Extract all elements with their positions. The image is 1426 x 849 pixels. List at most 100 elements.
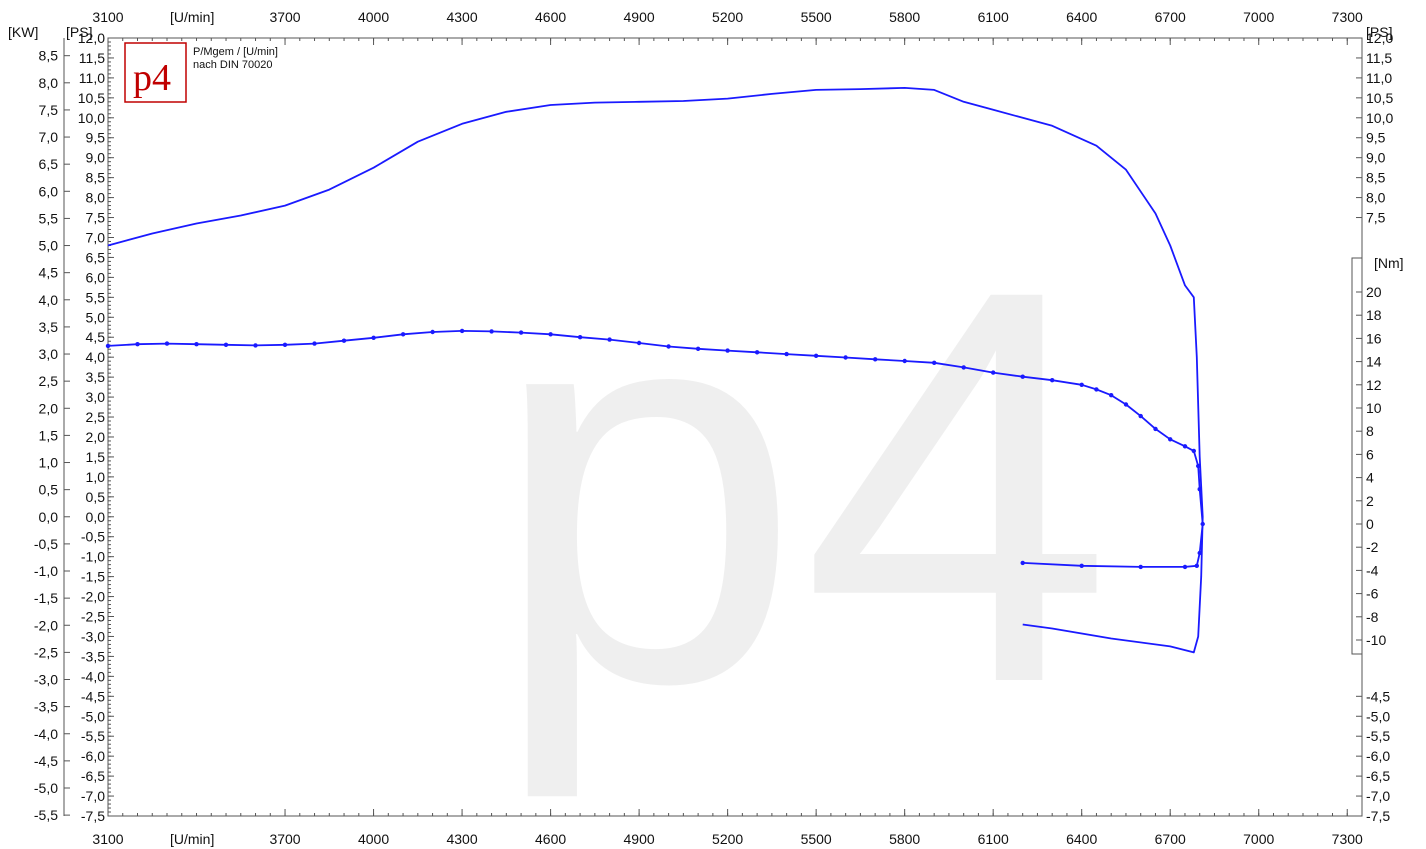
kw-tick-label: 8,5 (39, 48, 59, 64)
ps-tick-label-left: 3,0 (86, 389, 106, 405)
torque-curve-point (1109, 393, 1114, 398)
kw-tick-label: -5,0 (34, 780, 58, 796)
nm-tick-label: -10 (1366, 632, 1386, 648)
torque-curve-point (695, 346, 701, 351)
ps-tick-label-left: -6,0 (81, 748, 105, 764)
torque-curve-point (577, 335, 583, 340)
torque-curve-point (784, 351, 789, 357)
torque-curve-point (1182, 444, 1188, 449)
nm-tick-label: -2 (1366, 539, 1379, 555)
torque-curve-point (1200, 521, 1205, 527)
torque-curve-point (223, 342, 229, 347)
ps-tick-label-left: 1,5 (86, 449, 106, 465)
kw-tick-label: 4,5 (39, 265, 59, 281)
torque-curve-point (1168, 437, 1173, 442)
power-curve-line (107, 87, 1204, 654)
kw-tick-label: -3,5 (34, 699, 58, 715)
ps-tick-label-left: -2,5 (81, 609, 105, 625)
kw-tick-label: -4,5 (34, 753, 58, 769)
x-tick-label-top: 3100 (92, 9, 123, 25)
kw-tick-label: -1,0 (34, 563, 58, 579)
logo-text: p4 (133, 57, 171, 99)
x-tick-label-top: 4300 (446, 9, 477, 25)
torque-curve-point (843, 355, 848, 360)
torque-curve-point (164, 341, 170, 346)
torque-curve-point (1138, 413, 1143, 419)
torque-curve-point (991, 370, 996, 375)
ps-tick-label-left: -3,0 (81, 628, 105, 644)
x-tick-label-top: 3700 (269, 9, 300, 25)
x-tick-label-top: 6400 (1066, 9, 1097, 25)
ps-tick-label-left: 8,5 (86, 170, 106, 186)
kw-tick-label: 1,5 (39, 427, 59, 443)
right-nm-unit-label: [Nm] (1374, 255, 1404, 271)
x-tick-label-bottom: 4000 (358, 831, 389, 847)
ps-tick-label-left: 4,0 (86, 349, 106, 365)
ps-tick-label-left: -1,0 (81, 549, 105, 565)
kw-tick-label: -0,5 (34, 536, 58, 552)
kw-tick-label: 7,0 (39, 129, 59, 145)
torque-curve-point (1194, 563, 1200, 568)
kw-tick-label: 1,0 (39, 455, 59, 471)
torque-curve-point (1050, 378, 1055, 383)
ps-tick-label-left: 1,0 (86, 469, 106, 485)
ps-tick-label-right: -6,0 (1366, 748, 1390, 764)
x-tick-label-top: 5800 (889, 9, 920, 25)
x-tick-label-top: 7300 (1332, 9, 1363, 25)
ps-tick-label-left: -2,0 (81, 589, 105, 605)
torque-curve-point (489, 329, 494, 334)
torque-curve-point (371, 335, 376, 340)
kw-tick-label: 2,5 (39, 373, 59, 389)
axis-tick-labels: 3100310037003700400040004300430046004600… (34, 9, 1394, 847)
x-tick-label-bottom: 4900 (624, 831, 655, 847)
kw-tick-label: 5,0 (39, 238, 59, 254)
series-layer (105, 87, 1205, 654)
x-tick-label-bottom: 6700 (1155, 831, 1186, 847)
torque-curve-point (1191, 448, 1197, 454)
ps-tick-label-left: -7,0 (81, 788, 105, 804)
ps-tick-label-left: -5,5 (81, 728, 105, 744)
kw-tick-label: 3,5 (39, 319, 59, 335)
nm-tick-label: 16 (1366, 330, 1382, 346)
ps-tick-label-right: 9,0 (1366, 150, 1386, 166)
x-tick-label-top: 5500 (801, 9, 832, 25)
torque-curve-point (1197, 550, 1202, 556)
nm-tick-label: -8 (1366, 609, 1379, 625)
ps-tick-label-left: 0,0 (86, 509, 106, 525)
legend-note-line2: nach DIN 70020 (193, 59, 273, 71)
nm-tick-label: 14 (1366, 354, 1382, 370)
ps-tick-label-left: -1,5 (81, 569, 105, 585)
torque-curve-point (1197, 487, 1202, 492)
ps-tick-label-left: -4,0 (81, 668, 105, 684)
kw-tick-label: 5,5 (39, 210, 59, 226)
torque-curve-point (312, 341, 317, 346)
ps-tick-label-left: 11,0 (79, 70, 105, 86)
torque-curve-point (459, 328, 465, 334)
ps-tick-label-right: 10,5 (1366, 90, 1393, 106)
torque-curve-point (754, 350, 760, 355)
ps-tick-label-right: 11,0 (1366, 70, 1392, 86)
torque-curve-point (282, 342, 288, 347)
ps-tick-label-left: 8,0 (86, 190, 106, 206)
nm-tick-label: 18 (1366, 307, 1382, 323)
torque-curve-point (430, 329, 435, 335)
ps-tick-label-right: -6,5 (1366, 768, 1390, 784)
ps-tick-label-left: 6,0 (86, 269, 106, 285)
ps-tick-label-right: 8,5 (1366, 170, 1386, 186)
torque-curve-point (607, 337, 612, 342)
torque-curve-point (1020, 560, 1025, 566)
nm-tick-label: 2 (1366, 493, 1374, 509)
torque-curve-point (1079, 563, 1084, 568)
torque-curve-point (1079, 382, 1084, 387)
x-tick-label-top: 4900 (624, 9, 655, 25)
torque-curve-point (194, 342, 199, 347)
left-ps-unit-label: [PS] (66, 24, 92, 40)
ps-tick-label-left: 9,0 (86, 150, 106, 166)
nm-tick-label: 20 (1366, 284, 1382, 300)
ps-tick-label-left: 5,0 (86, 309, 106, 325)
x-unit-label-bottom: [U/min] (170, 831, 214, 847)
nm-axis-bracket (1351, 257, 1363, 655)
kw-tick-label: -2,5 (34, 644, 58, 660)
torque-curve-point (813, 353, 819, 358)
nm-tick-label: 0 (1366, 516, 1374, 532)
